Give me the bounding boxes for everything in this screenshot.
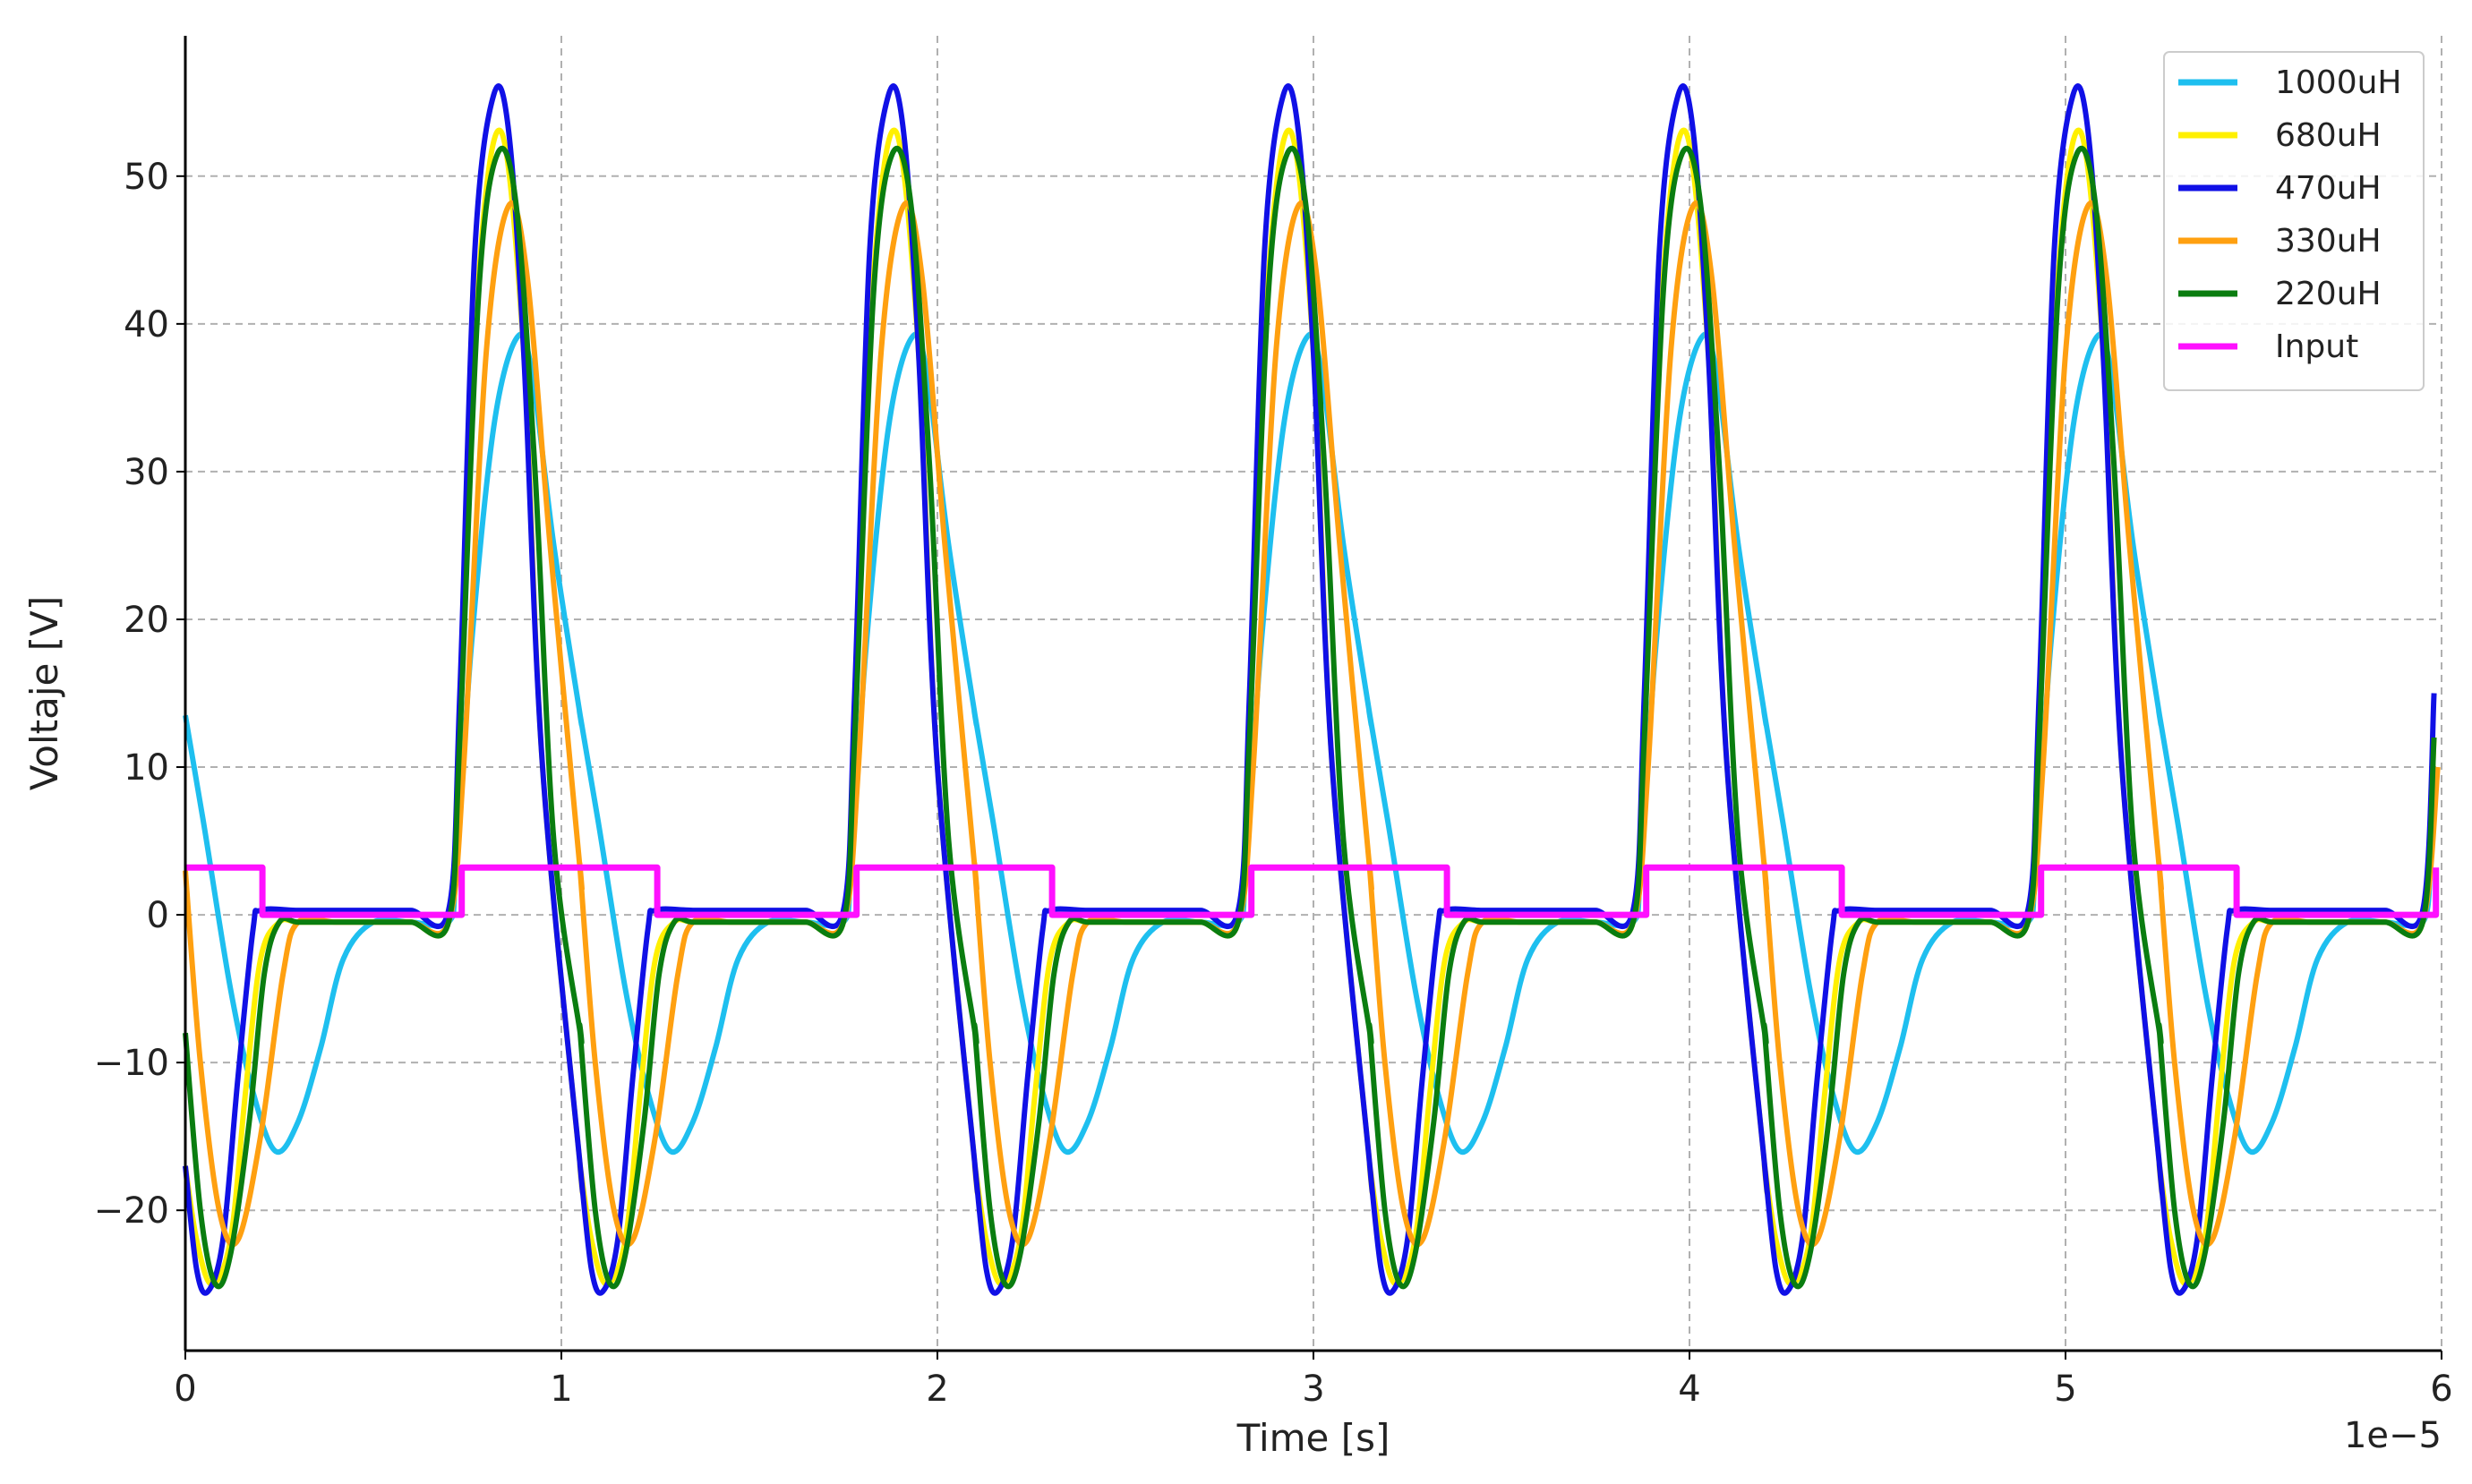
x-tick-label: 1	[550, 1369, 572, 1410]
x-tick-label: 3	[1302, 1369, 1324, 1410]
legend-label: 470uH	[2275, 170, 2382, 207]
series-line-470uh	[183, 83, 2437, 1296]
legend: 1000uH 680uH 470uH 330uH 220uH Input	[2163, 51, 2425, 391]
x-tick-label: 0	[174, 1369, 196, 1410]
y-tick-label: 30	[124, 452, 169, 493]
y-tick-label: 20	[124, 600, 169, 641]
x-tick-label: 5	[2054, 1369, 2076, 1410]
legend-label: 330uH	[2275, 223, 2382, 260]
x-axis-label: Time [s]	[1236, 1416, 1390, 1460]
x-axis-multiplier: 1e−5	[2344, 1415, 2442, 1456]
y-axis-label: Voltaje [V]	[22, 596, 66, 790]
x-tick-label: 2	[926, 1369, 948, 1410]
legend-label: 1000uH	[2275, 64, 2402, 101]
y-tick-label: 40	[124, 304, 169, 345]
legend-label: 220uH	[2275, 276, 2382, 312]
legend-label: Input	[2275, 328, 2358, 365]
x-tick-label: 4	[1678, 1369, 1700, 1410]
y-tick-label: 50	[124, 157, 169, 198]
legend-label: 680uH	[2275, 117, 2382, 154]
series-line-330uh	[183, 200, 2441, 1248]
x-tick-label: 6	[2430, 1369, 2452, 1410]
y-tick-label: −10	[94, 1043, 169, 1084]
y-tick-label: 0	[147, 895, 169, 936]
series-line-input	[185, 864, 2440, 918]
series-layer	[183, 83, 2441, 1296]
tick-labels: 0 1 2 3 4 5 6 −20 −10 0 10 20 30 40 50	[94, 157, 2453, 1410]
y-tick-label: −20	[94, 1190, 169, 1232]
series-line-220uh	[183, 146, 2437, 1290]
y-tick-label: 10	[124, 747, 169, 789]
